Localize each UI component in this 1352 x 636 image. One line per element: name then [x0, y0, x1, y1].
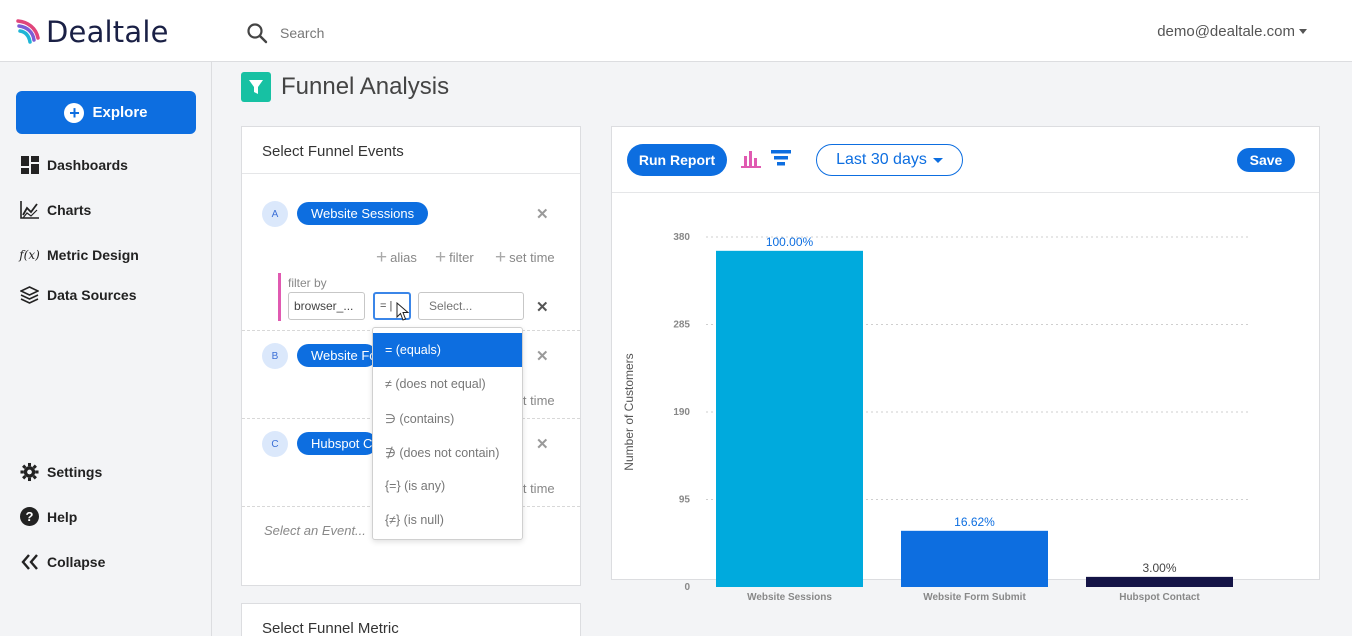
date-range-select[interactable]: Last 30 days [816, 144, 963, 176]
function-icon: f(x) [19, 247, 40, 262]
filter-accent-bar [278, 273, 281, 321]
sidebar: + Explore Dashboards Charts f(x) Metric … [0, 62, 212, 636]
layers-icon [20, 285, 39, 304]
add-filter-link[interactable]: + filter [435, 248, 474, 267]
help-icon: ? [20, 507, 39, 526]
mouse-cursor-icon [396, 302, 410, 321]
event-pill-a[interactable]: Website Sessions [297, 202, 429, 225]
explore-label: Explore [92, 104, 148, 121]
select-event-placeholder[interactable]: Select an Event... [264, 523, 366, 538]
plus-circle-icon: + [64, 102, 85, 123]
save-button[interactable]: Save [1237, 148, 1295, 172]
event-letter-b: B [262, 343, 288, 369]
sidebar-item-label: Settings [47, 463, 103, 480]
page-title: Funnel Analysis [281, 73, 450, 100]
event-pill-b[interactable]: Website Form Submit [297, 344, 377, 367]
operator-option[interactable]: ∌ (does not contain) [385, 446, 500, 460]
funnel-icon [241, 72, 271, 102]
plus-icon: + [435, 247, 447, 268]
y-axis-label: Number of Customers [622, 353, 636, 470]
date-range-label: Last 30 days [836, 151, 927, 168]
funnel-view-icon[interactable] [770, 149, 792, 169]
caret-down-icon [932, 157, 943, 163]
sidebar-item-help[interactable]: ? Help [20, 507, 77, 526]
svg-text:?: ? [26, 509, 34, 524]
filter-value-input[interactable] [418, 292, 524, 320]
filter-by-label: filter by [288, 276, 327, 290]
funnel-bar-chart: 0 95 190 285 380 Number of Customers 100.00% We… [622, 232, 1251, 603]
sidebar-item-settings[interactable]: Settings [20, 462, 102, 481]
line-chart-icon [20, 200, 39, 219]
sidebar-item-label: Collapse [47, 553, 106, 570]
remove-event-a-icon[interactable]: ✕ [536, 206, 549, 223]
funnel-metric-panel: Select Funnel Metric [241, 603, 581, 636]
y-tick-label: 285 [673, 320, 690, 331]
bar [901, 530, 1048, 587]
filter-operator-select[interactable]: = | [373, 292, 411, 320]
app-logo[interactable]: Dealtale [16, 14, 169, 50]
sidebar-item-metric-design[interactable]: f(x) Metric Design [19, 245, 139, 264]
search-input[interactable] [280, 20, 680, 46]
sidebar-item-label: Help [47, 508, 78, 525]
double-chevron-left-icon [20, 552, 39, 571]
x-tick-label: Website Sessions [747, 592, 832, 603]
plus-icon: + [495, 247, 507, 268]
top-bar: Dealtale demo@dealtale.com [0, 0, 1352, 62]
sidebar-item-label: Charts [47, 201, 92, 218]
y-tick-label: 95 [679, 495, 691, 506]
funnel-events-heading: Select Funnel Events [242, 127, 580, 174]
y-tick-label: 380 [673, 232, 690, 243]
bar-data-label: 16.62% [954, 515, 995, 529]
gear-icon [20, 462, 39, 481]
y-tick-label: 190 [673, 407, 690, 418]
y-tick-label: 0 [684, 582, 690, 593]
operator-option[interactable]: ∋ (contains) [385, 412, 455, 426]
x-tick-label: Hubspot Contact [1119, 592, 1200, 603]
sidebar-item-collapse[interactable]: Collapse [20, 552, 105, 571]
filter-label: filter [449, 250, 474, 265]
page-header: Funnel Analysis [241, 72, 449, 102]
alias-label: alias [390, 250, 417, 265]
remove-event-c-icon[interactable]: ✕ [536, 436, 549, 453]
bar-data-label: 100.00% [766, 235, 814, 249]
user-menu[interactable]: demo@dealtale.com [1157, 23, 1307, 40]
sidebar-item-label: Metric Design [47, 246, 139, 263]
funnel-metric-heading: Select Funnel Metric [262, 620, 399, 636]
bar [1086, 576, 1233, 587]
sidebar-item-charts[interactable]: Charts [20, 200, 91, 219]
operator-option[interactable]: = (equals) [373, 333, 522, 367]
logo-icon [16, 19, 40, 44]
sidebar-item-label: Data Sources [47, 286, 137, 303]
explore-button[interactable]: + Explore [16, 91, 196, 134]
sidebar-item-data-sources[interactable]: Data Sources [20, 285, 136, 304]
dashboard-icon [20, 155, 39, 174]
user-email: demo@dealtale.com [1157, 23, 1295, 40]
remove-filter-icon[interactable]: ✕ [536, 299, 549, 316]
event-letter-c: C [262, 431, 288, 457]
logo-text: Dealtale [46, 15, 169, 49]
set-time-link[interactable]: +set time [495, 248, 555, 267]
operator-dropdown: = (equals) ≠ (does not equal) ∋ (contain… [372, 327, 523, 540]
bar [716, 250, 863, 587]
filter-field-select[interactable]: browser_... [288, 292, 365, 320]
event-pill-c[interactable]: Hubspot Contact [297, 432, 377, 455]
run-report-button[interactable]: Run Report [627, 144, 727, 176]
search-icon[interactable] [246, 22, 268, 44]
caret-down-icon [1299, 29, 1307, 34]
sidebar-item-dashboards[interactable]: Dashboards [20, 155, 128, 174]
set-time-label: set time [509, 250, 555, 265]
add-alias-link[interactable]: + alias [376, 248, 417, 267]
event-letter-a: A [262, 201, 288, 227]
divider [612, 192, 1319, 193]
plus-icon: + [376, 247, 388, 268]
operator-option[interactable]: ≠ (does not equal) [385, 377, 486, 391]
bar-data-label: 3.00% [1142, 561, 1176, 575]
operator-option[interactable]: {=} (is any) [385, 479, 446, 493]
sidebar-item-label: Dashboards [47, 156, 128, 173]
x-tick-label: Website Form Submit [923, 592, 1026, 603]
bar-chart-view-icon[interactable] [740, 149, 762, 169]
remove-event-b-icon[interactable]: ✕ [536, 348, 549, 365]
operator-option[interactable]: {≠} (is null) [385, 513, 444, 527]
